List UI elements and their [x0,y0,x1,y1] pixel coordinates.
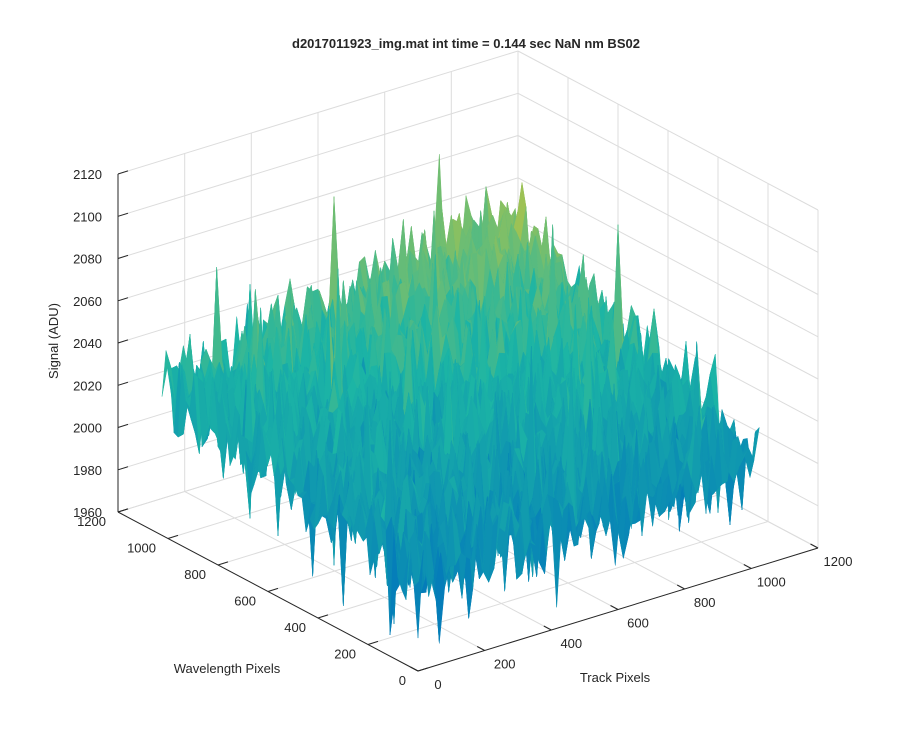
labels-layer: 0 200 400 600 800 1000 1200 0 200 400 600 800 1000 12… [46,167,852,692]
y-axis-label: Wavelength Pixels [174,661,281,676]
z-tick-label: 2100 [73,209,102,224]
x-tick-label: 600 [627,616,649,631]
backwall-gridline-z [117,92,519,217]
y-axis-tick [317,614,329,619]
z-axis-tick [117,170,129,175]
x-axis-tick [610,605,619,610]
z-tick-label: 2060 [73,294,102,309]
y-tick-label: 1000 [127,541,156,556]
sidewall-gridline-z [517,219,819,380]
z-tick-label: 2000 [73,421,102,436]
y-axis-tick [417,667,429,672]
y-tick-label: 200 [334,647,356,662]
x-tick-label: 800 [694,595,716,610]
y-axis-tick [217,561,229,566]
z-axis-tick [117,254,129,259]
z-tick-label: 2120 [73,167,102,182]
x-tick-label: 400 [560,636,582,651]
x-axis-tick [543,625,552,631]
z-tick-label: 1960 [73,505,102,520]
y-axis-tick [267,587,279,592]
z-axis-tick [117,339,129,344]
z-axis-tick [117,212,129,217]
floor-gridline-y [367,521,769,645]
z-tick-label: 1980 [73,463,102,478]
sidewall-gridline-z [517,50,819,211]
x-axis-tick [810,543,819,549]
z-axis-tick [117,466,129,471]
y-axis-tick [367,640,379,645]
z-tick-label: 2040 [73,336,102,351]
y-tick-label: 800 [184,567,206,582]
x-axis-tick [410,666,419,672]
backwall-gridline-z [117,135,519,259]
sidewall-gridline-z [517,92,819,253]
surface-patch [413,550,424,639]
y-tick-label: 600 [234,594,256,609]
x-tick-label: 200 [494,657,516,672]
z-axis-label: Signal (ADU) [46,303,61,379]
z-tick-label: 2020 [73,378,102,393]
y-tick-label: 0 [399,673,406,688]
z-axis-tick [117,423,129,428]
sidewall-gridline-z [517,177,819,338]
backwall-gridline-z [117,50,519,175]
z-axis-tick [117,381,129,386]
z-axis-tick [117,508,129,513]
x-axis-tick [743,564,752,569]
y-axis-tick [167,534,179,539]
z-tick-label: 2080 [73,252,102,267]
y-tick-label: 1200 [77,514,106,529]
x-axis-tick [476,646,485,651]
z-axis-tick [117,297,129,302]
x-axis-tick [676,584,685,590]
chart-title: d2017011923_img.mat int time = 0.144 sec… [292,36,640,51]
x-tick-label: 1200 [824,554,853,569]
axes-layer [117,170,819,672]
x-axis-label: Track Pixels [580,670,651,685]
x-tick-label: 1000 [757,575,786,590]
backwall-gridline-z [117,177,519,302]
y-tick-label: 400 [284,620,306,635]
sidewall-gridline-z [517,135,819,295]
surface-layer [161,154,760,644]
x-tick-label: 0 [434,677,441,692]
